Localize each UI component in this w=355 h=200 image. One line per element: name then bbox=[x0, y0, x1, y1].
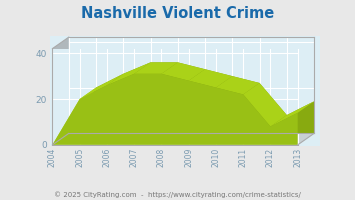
Polygon shape bbox=[53, 88, 96, 145]
Polygon shape bbox=[243, 83, 287, 127]
Polygon shape bbox=[107, 62, 151, 85]
Polygon shape bbox=[53, 49, 298, 145]
Text: Nashville Violent Crime: Nashville Violent Crime bbox=[81, 6, 274, 21]
Polygon shape bbox=[69, 62, 314, 133]
Polygon shape bbox=[216, 76, 260, 94]
Polygon shape bbox=[69, 37, 314, 133]
Polygon shape bbox=[53, 37, 69, 145]
Polygon shape bbox=[53, 74, 298, 145]
Text: © 2025 CityRating.com  -  https://www.cityrating.com/crime-statistics/: © 2025 CityRating.com - https://www.city… bbox=[54, 191, 301, 198]
Polygon shape bbox=[53, 133, 314, 145]
Polygon shape bbox=[162, 62, 205, 81]
Polygon shape bbox=[271, 101, 314, 127]
Polygon shape bbox=[189, 69, 232, 88]
Polygon shape bbox=[134, 62, 178, 74]
Polygon shape bbox=[80, 74, 123, 99]
